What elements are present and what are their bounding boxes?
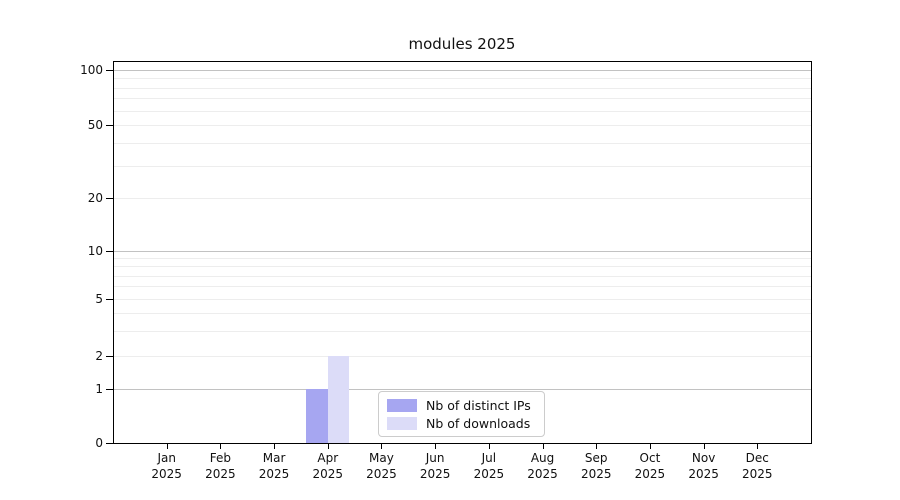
x-tick-mark <box>381 444 383 449</box>
legend-swatch-distinct-ips-icon <box>387 399 417 412</box>
gridline-minor <box>114 356 811 357</box>
legend: Nb of distinct IPs Nb of downloads <box>378 391 545 437</box>
chart-title: modules 2025 <box>408 35 516 53</box>
gridline-minor <box>114 275 811 277</box>
gridline-major <box>114 251 811 252</box>
x-tick-label: Feb 2025 <box>205 451 236 481</box>
bar-downloads <box>327 356 350 443</box>
x-tick-label: Mar 2025 <box>258 451 290 481</box>
gridline-minor <box>114 98 811 100</box>
gridline-minor <box>114 312 811 314</box>
y-tick-mark <box>106 299 113 300</box>
x-tick-mark <box>166 444 168 449</box>
plot-area <box>113 61 812 444</box>
x-tick-label: Aug 2025 <box>527 451 558 481</box>
y-tick-mark <box>106 125 113 126</box>
gridline-minor <box>114 258 811 260</box>
x-tick-mark <box>649 444 651 449</box>
bar-distinct-ips <box>306 389 328 443</box>
x-tick-mark <box>435 444 437 449</box>
x-tick-mark <box>596 444 598 449</box>
x-tick-label: May 2025 <box>366 451 397 481</box>
x-tick-mark <box>488 444 490 449</box>
gridline-minor <box>114 286 811 288</box>
y-tick-label: 20 <box>87 191 103 205</box>
y-tick-label: 1 <box>95 382 103 396</box>
x-tick-label: Dec 2025 <box>742 451 773 481</box>
gridline-minor <box>114 198 811 199</box>
y-tick-label: 50 <box>87 118 103 132</box>
gridline-major <box>114 389 811 390</box>
legend-label-downloads: Nb of downloads <box>426 416 531 431</box>
gridline-major <box>114 70 811 71</box>
gridline-minor <box>114 266 811 268</box>
gridline-minor <box>114 87 811 89</box>
y-tick-label: 10 <box>87 244 103 258</box>
legend-item-downloads: Nb of downloads <box>387 415 536 432</box>
gridline-minor <box>114 299 811 300</box>
x-tick-mark <box>757 444 759 449</box>
y-tick-mark <box>106 389 113 390</box>
y-tick-mark <box>106 356 113 357</box>
x-tick-mark <box>220 444 222 449</box>
x-tick-label: Jun 2025 <box>419 451 451 481</box>
y-tick-label: 2 <box>95 349 103 363</box>
y-tick-mark <box>106 251 113 252</box>
x-tick-mark <box>327 444 329 449</box>
x-tick-label: Apr 2025 <box>312 451 344 481</box>
gridline-minor <box>114 125 811 126</box>
gridline-minor <box>114 165 811 167</box>
x-tick-mark <box>542 444 544 449</box>
y-tick-mark <box>106 443 113 444</box>
gridline-minor <box>114 110 811 112</box>
gridline-minor <box>114 142 811 144</box>
x-tick-label: Sep 2025 <box>580 451 612 481</box>
y-tick-label: 0 <box>95 436 103 450</box>
legend-swatch-downloads-icon <box>387 417 417 430</box>
gridline-minor <box>114 330 811 332</box>
legend-label-distinct-ips: Nb of distinct IPs <box>426 398 531 413</box>
x-tick-label: Nov 2025 <box>688 451 719 481</box>
x-tick-label: Oct 2025 <box>634 451 666 481</box>
x-tick-mark <box>274 444 276 449</box>
y-tick-mark <box>106 70 113 71</box>
x-tick-mark <box>703 444 705 449</box>
y-tick-label: 100 <box>80 63 103 77</box>
y-tick-mark <box>106 198 113 199</box>
x-tick-label: Jul 2025 <box>473 451 505 481</box>
legend-item-distinct-ips: Nb of distinct IPs <box>387 397 536 414</box>
y-tick-label: 5 <box>95 292 103 306</box>
gridline-minor <box>114 78 811 80</box>
x-tick-label: Jan 2025 <box>151 451 182 481</box>
